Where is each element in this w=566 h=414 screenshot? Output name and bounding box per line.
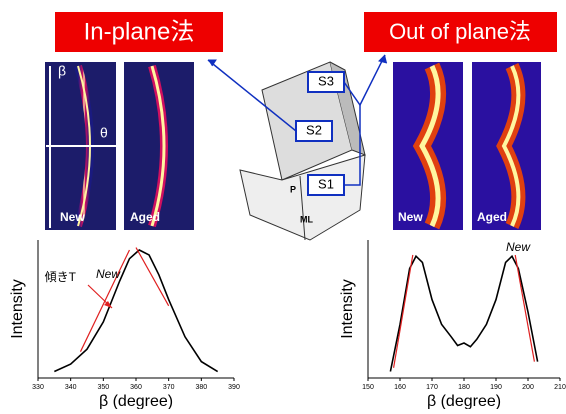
- annotation: 傾きT: [45, 270, 77, 284]
- x-tick-label: 170: [426, 384, 438, 391]
- image-label: New: [398, 210, 423, 224]
- connector: [344, 105, 361, 186]
- region-label: S2: [306, 122, 322, 137]
- title: In-plane法: [84, 18, 195, 45]
- series-line: [389, 254, 539, 372]
- region-label: ML: [300, 214, 313, 224]
- x-tick-label: 210: [554, 384, 566, 391]
- title-box: [364, 12, 557, 52]
- title-box: [55, 12, 223, 52]
- region-label: P: [290, 184, 296, 194]
- x-tick-label: 370: [163, 384, 175, 391]
- image-axis-label: β: [58, 63, 66, 79]
- fiber-diagram: S3 S2 S1 P ML: [207, 54, 388, 241]
- region-label: S1: [318, 176, 334, 191]
- image-panels: β θ New Aged New Aged: [45, 62, 541, 230]
- arrow-head: [208, 59, 217, 67]
- x-axis-label: β (degree): [427, 393, 501, 409]
- divider: [299, 175, 306, 241]
- x-axis-label: β (degree): [99, 393, 173, 409]
- x-tick-label: 360: [130, 384, 142, 391]
- x-tick-label: 190: [490, 384, 502, 391]
- x-tick-label: 380: [195, 384, 207, 391]
- arc: [150, 65, 166, 227]
- y-axis-label: Intensity: [9, 279, 26, 339]
- x-tick-label: 160: [394, 384, 406, 391]
- arc: [501, 65, 521, 227]
- x-tick-label: 350: [97, 384, 109, 391]
- series-line: [393, 254, 414, 368]
- image-axis-label: θ: [100, 125, 108, 141]
- series-line: [514, 254, 535, 362]
- annotation-arrow-head: [104, 301, 112, 308]
- x-tick-label: 150: [362, 384, 374, 391]
- arrow-head: [378, 54, 388, 64]
- x-tick-label: 340: [65, 384, 77, 391]
- x-tick-label: 180: [458, 384, 470, 391]
- annotation: New: [96, 267, 121, 281]
- arc: [419, 64, 441, 228]
- annotation: New: [506, 240, 531, 254]
- title: Out of plane法: [389, 19, 531, 44]
- x-tick-label: 330: [32, 384, 44, 391]
- region-label: S3: [318, 73, 334, 88]
- x-tick-label: 390: [228, 384, 240, 391]
- y-axis-label: Intensity: [339, 279, 356, 339]
- image-label: Aged: [130, 210, 160, 224]
- x-tick-label: 200: [522, 384, 534, 391]
- series-line: [54, 249, 219, 373]
- connector: [207, 59, 297, 132]
- series-line: [135, 247, 170, 307]
- image-label: Aged: [477, 210, 507, 224]
- image-label: New: [60, 210, 85, 224]
